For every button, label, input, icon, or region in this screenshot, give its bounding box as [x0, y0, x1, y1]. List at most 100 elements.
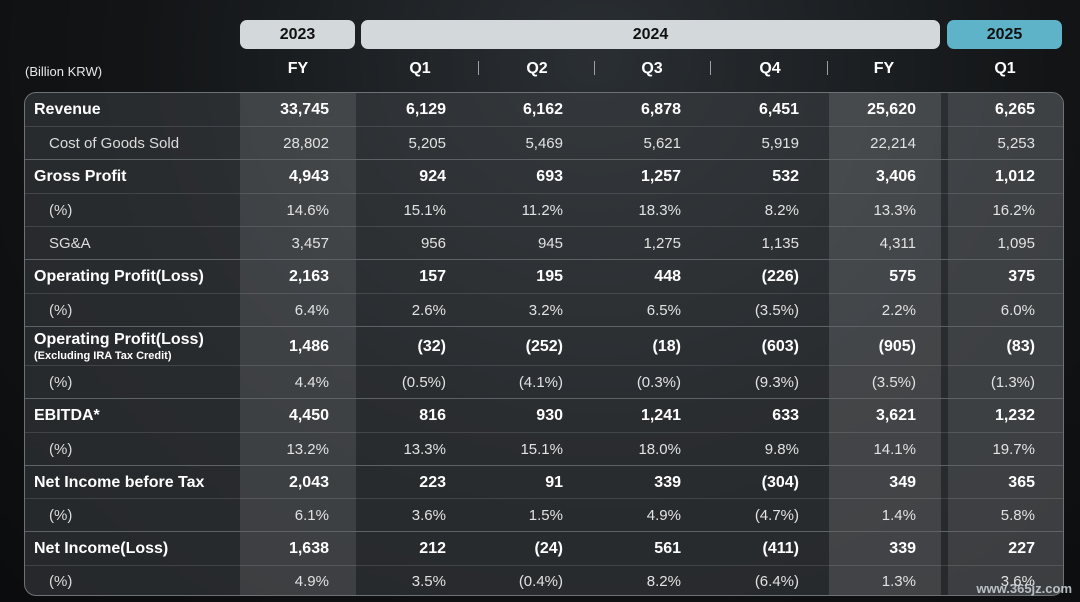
- table-row: Operating Profit(Loss) (Excluding IRA Tax…: [25, 326, 1063, 366]
- row-label: Revenue: [34, 93, 101, 126]
- table-row: (%) 6.4% 2.6% 3.2% 6.5% (3.5%) 2.2% 6.0%: [25, 293, 1063, 327]
- row-label-text: Cost of Goods Sold: [49, 135, 180, 152]
- row-label-text: Gross Profit: [34, 168, 127, 185]
- financial-table: Revenue 33,745 6,129 6,162 6,878 6,451 25,620 6…: [24, 92, 1064, 596]
- period-header: Q3: [641, 60, 663, 77]
- table-cell: 1,095: [997, 235, 1035, 252]
- table-row: Net Income(Loss) 1,638 212 (24) 561 (411) 339 2…: [25, 531, 1063, 566]
- table-cell: 6,878: [640, 100, 681, 118]
- table-cell: 1.3%: [881, 572, 916, 590]
- year-label: 2025: [986, 25, 1023, 43]
- period-header: FY: [287, 60, 309, 77]
- year-header-2023: 2023: [240, 20, 355, 49]
- table-cell: 2,163: [288, 268, 329, 285]
- table-cell: 5,205: [408, 135, 446, 152]
- row-label: Net Income before Tax: [34, 466, 204, 499]
- table-cell: 5.8%: [1000, 507, 1035, 524]
- row-label-text: Revenue: [34, 100, 101, 118]
- table-row: SG&A 3,457 956 945 1,275 1,135 4,311 1,095: [25, 226, 1063, 260]
- row-label-text: (%): [49, 572, 73, 590]
- table-row: (%) 14.6% 15.1% 11.2% 18.3% 8.2% 13.3% 16.2%: [25, 193, 1063, 227]
- row-label-text: (%): [49, 507, 73, 524]
- table-cell: 14.1%: [873, 441, 916, 458]
- table-cell: 1,012: [994, 168, 1035, 185]
- period-header: Q1: [409, 60, 431, 77]
- table-cell: (6.4%): [754, 572, 799, 590]
- table-cell: 3,457: [291, 235, 329, 252]
- table-cell: 227: [1008, 540, 1035, 557]
- table-cell: 561: [654, 540, 681, 557]
- table-cell: (603): [761, 337, 799, 355]
- period-header: Q1: [994, 60, 1016, 77]
- table-cell: 1,257: [640, 168, 681, 185]
- table-cell: 6,451: [758, 100, 799, 118]
- column-separator: [478, 61, 479, 75]
- table-cell: 195: [536, 268, 563, 285]
- table-cell: 816: [419, 407, 446, 424]
- table-row: EBITDA* 4,450 816 930 1,241 633 3,621 1,232: [25, 398, 1063, 433]
- table-cell: 633: [772, 407, 799, 424]
- column-highlight: [829, 93, 941, 595]
- table-cell: 4.9%: [646, 507, 681, 524]
- table-cell: 4.4%: [294, 374, 329, 391]
- table-cell: 6.1%: [294, 507, 329, 524]
- table-cell: 1,638: [288, 540, 329, 557]
- column-separator: [710, 61, 711, 75]
- year-label: 2023: [279, 25, 316, 43]
- table-cell: 5,621: [643, 135, 681, 152]
- table-cell: 14.6%: [286, 202, 329, 219]
- table-cell: 19.7%: [992, 441, 1035, 458]
- row-label: Operating Profit(Loss) (Excluding IRA Tax…: [34, 327, 204, 366]
- row-label-text: Operating Profit(Loss): [34, 331, 204, 348]
- table-cell: 2.6%: [411, 302, 446, 319]
- table-cell: 9.8%: [764, 441, 799, 458]
- row-label-note: (Excluding IRA Tax Credit): [34, 350, 172, 362]
- row-label-text: Net Income before Tax: [34, 473, 205, 491]
- watermark: www.365jz.com: [976, 581, 1072, 596]
- table-cell: 930: [536, 407, 563, 424]
- table-cell: (18): [652, 337, 681, 355]
- table-cell: (9.3%): [754, 374, 799, 391]
- table-cell: 212: [419, 540, 446, 557]
- row-label: (%): [49, 499, 72, 532]
- table-cell: (0.5%): [401, 374, 446, 391]
- row-label: Operating Profit(Loss): [34, 260, 204, 294]
- table-cell: 4,943: [288, 168, 329, 185]
- table-cell: (411): [762, 540, 799, 557]
- row-label: Gross Profit: [34, 160, 126, 194]
- table-cell: 3.6%: [1000, 572, 1035, 590]
- table-cell: 3.6%: [411, 507, 446, 524]
- period-header: Q2: [526, 60, 548, 77]
- row-label: EBITDA*: [34, 399, 100, 433]
- table-cell: (83): [1006, 337, 1035, 355]
- table-cell: 5,253: [997, 135, 1035, 152]
- table-cell: 1.4%: [881, 507, 916, 524]
- table-cell: 157: [419, 268, 446, 285]
- table-cell: 18.0%: [638, 441, 681, 458]
- table-cell: 365: [1008, 473, 1035, 491]
- table-cell: 4.9%: [294, 572, 329, 590]
- table-cell: 8.2%: [646, 572, 681, 590]
- table-cell: 4,311: [879, 235, 916, 252]
- row-label: (%): [49, 433, 72, 466]
- table-cell: 1,135: [761, 235, 799, 252]
- table-cell: 22,214: [870, 135, 916, 152]
- table-cell: 6.0%: [1000, 302, 1035, 319]
- row-label-text: EBITDA*: [34, 407, 100, 424]
- row-label-text: SG&A: [49, 235, 91, 252]
- table-cell: 16.2%: [992, 202, 1035, 219]
- table-cell: (0.4%): [518, 572, 563, 590]
- column-separator: [594, 61, 595, 75]
- table-row: Revenue 33,745 6,129 6,162 6,878 6,451 25,620 6…: [25, 93, 1063, 126]
- table-cell: 13.3%: [873, 202, 916, 219]
- table-cell: 25,620: [867, 100, 916, 118]
- table-cell: (252): [525, 337, 563, 355]
- table-cell: (32): [417, 337, 446, 355]
- table-cell: 575: [889, 268, 916, 285]
- table-cell: 13.3%: [403, 441, 446, 458]
- table-row: (%) 6.1% 3.6% 1.5% 4.9% (4.7%) 1.4% 5.8%: [25, 498, 1063, 532]
- table-cell: (4.1%): [518, 374, 563, 391]
- column-highlight: [240, 93, 356, 595]
- row-label-text: (%): [49, 302, 73, 319]
- table-cell: 11.2%: [521, 202, 563, 219]
